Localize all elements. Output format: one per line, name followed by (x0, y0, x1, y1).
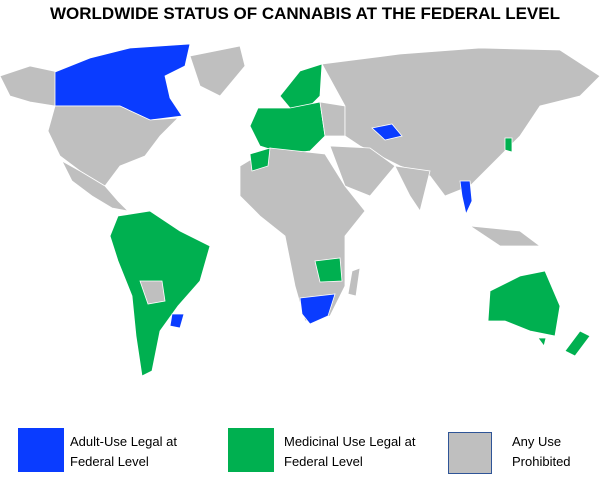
europe (249, 101, 326, 155)
greenland (189, 45, 246, 97)
indonesia (469, 225, 542, 247)
legend-swatch (18, 428, 64, 472)
tasmania (537, 337, 547, 347)
middle-east (329, 145, 396, 197)
australia (487, 270, 561, 337)
india (394, 165, 431, 212)
alaska (0, 65, 59, 107)
legend-label: Any Use Prohibited (512, 434, 571, 469)
legend-swatch (448, 432, 492, 474)
south-africa (299, 293, 336, 325)
title: WORLDWIDE STATUS OF CANNABIS AT THE FEDE… (50, 4, 560, 23)
uzbekistan (371, 123, 403, 141)
thailand (459, 180, 473, 216)
bolivia (139, 280, 166, 305)
mexico (61, 160, 130, 212)
legend-swatch (228, 428, 274, 472)
morocco (249, 147, 271, 172)
madagascar (347, 267, 361, 297)
legend-label: Medicinal Use Legal at Federal Level (284, 434, 416, 469)
russia-asia (321, 47, 601, 197)
zambia-zimbabwe (314, 257, 343, 283)
uruguay (169, 313, 185, 329)
korea (504, 137, 513, 153)
new-zealand (564, 330, 591, 357)
legend-label: Adult-Use Legal at Federal Level (70, 434, 177, 469)
world-map (0, 43, 601, 377)
usa (47, 105, 180, 187)
